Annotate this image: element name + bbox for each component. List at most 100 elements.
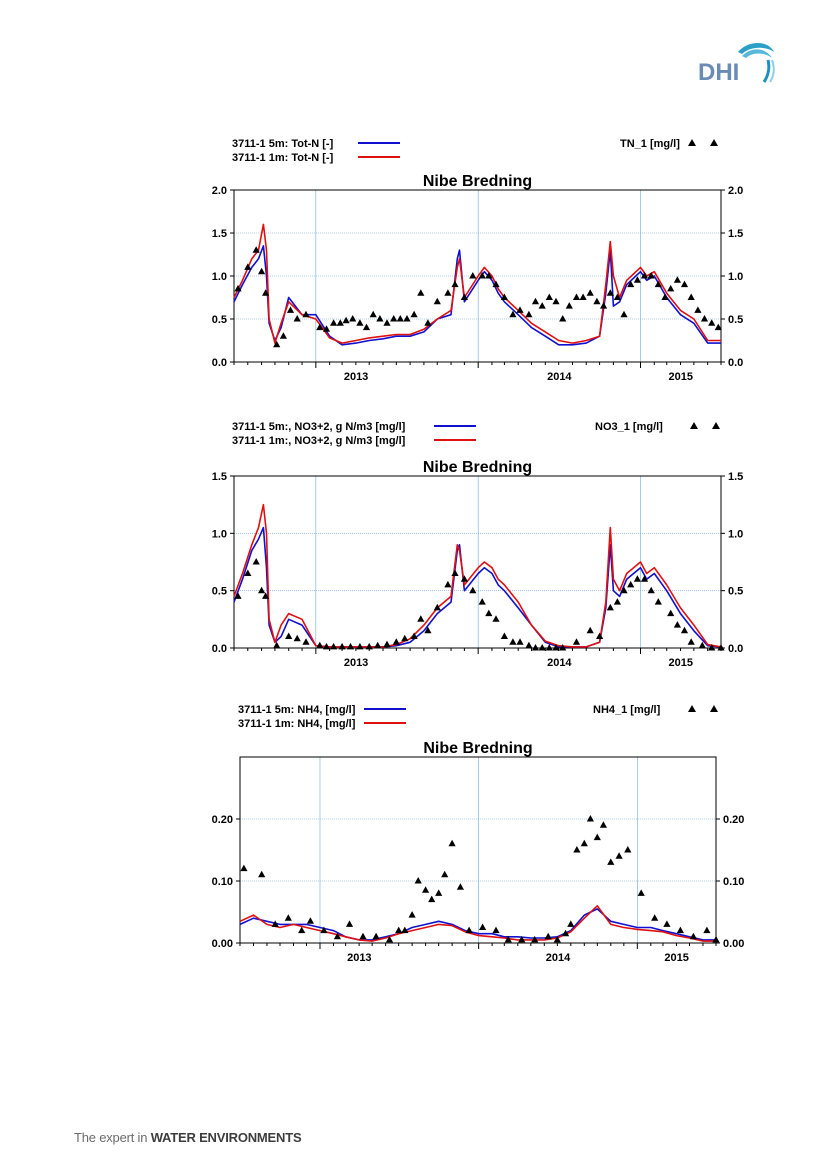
observed-point bbox=[479, 923, 487, 930]
observed-point bbox=[385, 935, 394, 943]
observed-point bbox=[640, 272, 649, 279]
observed-point bbox=[433, 603, 441, 611]
observed-point bbox=[509, 638, 517, 645]
y-tick-label-left: 0.00 bbox=[212, 938, 233, 950]
observed-point bbox=[586, 289, 594, 296]
observed-point bbox=[441, 870, 449, 878]
observed-point bbox=[525, 310, 533, 318]
legend-observed-marker bbox=[712, 422, 720, 429]
observed-point bbox=[504, 935, 512, 943]
observed-point bbox=[451, 569, 459, 576]
observed-point bbox=[492, 280, 500, 288]
observed-point bbox=[518, 935, 526, 943]
observed-point bbox=[356, 642, 364, 650]
observed-point bbox=[525, 641, 533, 649]
observed-point bbox=[673, 276, 681, 283]
observed-point bbox=[469, 272, 477, 279]
observed-point bbox=[424, 319, 432, 326]
observed-point bbox=[456, 883, 464, 890]
x-tick-label: 2013 bbox=[344, 657, 368, 669]
y-tick-label-left: 0.5 bbox=[212, 314, 227, 326]
chart-title: Nibe Bredning bbox=[423, 173, 532, 190]
observed-point bbox=[667, 609, 675, 617]
observed-point bbox=[600, 302, 608, 309]
observed-point bbox=[703, 926, 711, 934]
y-tick-label-right: 0.5 bbox=[728, 314, 743, 326]
legend-observed-marker bbox=[690, 422, 698, 429]
observed-point bbox=[271, 920, 279, 927]
observed-point bbox=[333, 932, 341, 940]
observed-point bbox=[545, 293, 553, 300]
observed-point bbox=[492, 926, 500, 934]
observed-point bbox=[342, 316, 350, 324]
observed-point bbox=[316, 641, 324, 649]
dhi-wave-icon: DHI bbox=[698, 43, 775, 86]
observed-point bbox=[708, 644, 716, 651]
observed-point bbox=[613, 293, 621, 300]
observed-point bbox=[579, 293, 587, 300]
observed-point bbox=[298, 926, 306, 934]
observed-point bbox=[306, 917, 314, 924]
observed-point bbox=[615, 852, 623, 859]
observed-point bbox=[627, 580, 635, 588]
observed-point bbox=[234, 284, 242, 292]
observed-point bbox=[573, 846, 581, 853]
observed-point bbox=[637, 889, 645, 896]
observed-point bbox=[234, 592, 242, 599]
legend-label-1: 3711-1 5m:, NO3+2, g N/m3 [mg/l] bbox=[232, 421, 406, 433]
legend-label-2: 3711-1 1m: NH4, [mg/l] bbox=[238, 718, 356, 730]
y-tick-label-left: 2.0 bbox=[212, 185, 227, 197]
footer-emphasis: WATER ENVIRONMENTS bbox=[150, 1130, 302, 1145]
observed-point bbox=[345, 920, 354, 927]
observed-point bbox=[316, 323, 324, 331]
observed-point bbox=[654, 280, 662, 288]
observed-point bbox=[680, 280, 689, 288]
y-tick-label-left: 0.5 bbox=[212, 586, 227, 598]
y-tick-label-right: 0.10 bbox=[723, 876, 744, 888]
observed-point bbox=[273, 641, 281, 649]
observed-point bbox=[689, 932, 697, 940]
observed-point bbox=[633, 276, 641, 283]
observed-point bbox=[627, 280, 635, 288]
x-tick-label: 2015 bbox=[669, 657, 693, 669]
observed-point bbox=[330, 642, 338, 650]
observed-point bbox=[330, 319, 338, 326]
observed-point bbox=[613, 598, 621, 605]
observed-point bbox=[624, 846, 632, 853]
y-tick-label-left: 1.0 bbox=[212, 271, 227, 283]
observed-point bbox=[302, 638, 310, 645]
observed-point bbox=[647, 272, 655, 279]
observed-point bbox=[552, 297, 560, 305]
observed-point bbox=[596, 632, 604, 639]
observed-point bbox=[544, 932, 552, 940]
legend-label-1: 3711-1 5m: Tot-N [-] bbox=[232, 138, 334, 150]
observed-point bbox=[244, 263, 252, 270]
observed-point bbox=[708, 319, 716, 326]
observed-point bbox=[252, 246, 260, 253]
observed-point bbox=[572, 638, 581, 645]
legend-label-2: 3711-1 1m:, NO3+2, g N/m3 [mg/l] bbox=[232, 435, 406, 447]
observed-point bbox=[359, 932, 367, 940]
chart-title: Nibe Bredning bbox=[423, 459, 532, 476]
observed-point bbox=[460, 293, 468, 300]
observed-point bbox=[424, 626, 432, 634]
observed-point bbox=[258, 267, 266, 275]
observed-point bbox=[258, 586, 266, 594]
x-tick-label: 2015 bbox=[669, 371, 693, 383]
observed-point bbox=[322, 642, 331, 650]
observed-point bbox=[572, 293, 581, 300]
chart-3: 3711-1 5m: NH4, [mg/l] 3711-1 1m: NH4, [m… bbox=[212, 704, 745, 964]
observed-point bbox=[410, 632, 418, 639]
observed-point bbox=[451, 280, 459, 288]
observed-point bbox=[390, 315, 398, 322]
observed-point bbox=[559, 315, 567, 322]
series-line-2 bbox=[239, 905, 716, 942]
observed-point bbox=[396, 315, 404, 322]
observed-point bbox=[593, 297, 601, 305]
dhi-logo: DHI bbox=[698, 38, 778, 89]
observed-point bbox=[640, 575, 649, 582]
y-tick-label-right: 0.00 bbox=[723, 938, 744, 950]
observed-point bbox=[559, 644, 567, 651]
observed-point bbox=[369, 310, 377, 318]
